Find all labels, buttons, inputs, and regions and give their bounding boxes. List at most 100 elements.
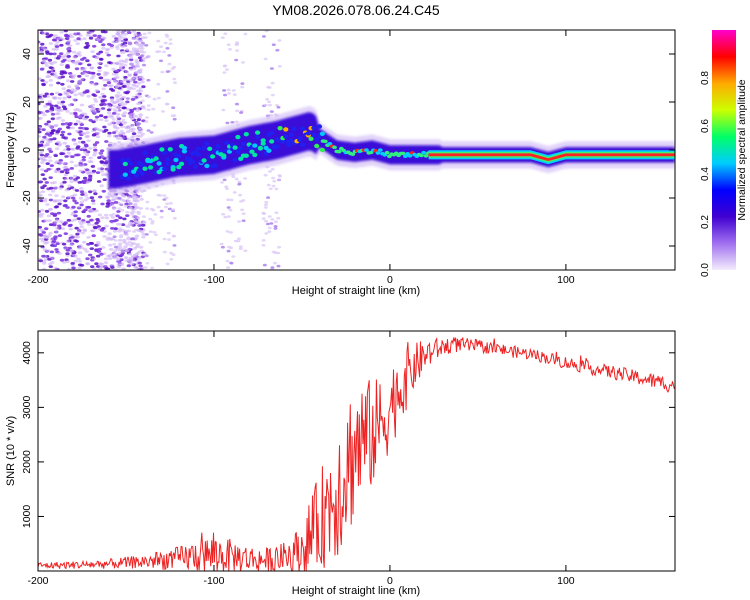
- noise-speck: [68, 72, 73, 75]
- noise-speck: [122, 111, 128, 115]
- noise-speck: [52, 244, 57, 248]
- ridge-blob: [311, 132, 317, 138]
- noise-speck: [273, 261, 277, 265]
- noise-speck: [59, 70, 65, 73]
- noise-speck: [116, 121, 120, 124]
- ridge-blob: [269, 130, 275, 136]
- noise-speck: [61, 105, 67, 109]
- noise-speck: [130, 138, 135, 142]
- noise-speck: [150, 220, 155, 223]
- noise-speck: [91, 223, 96, 227]
- noise-speck: [53, 186, 59, 189]
- noise-speck: [73, 210, 78, 214]
- noise-speck: [141, 235, 146, 239]
- noise-speck: [77, 251, 83, 255]
- noise-speck: [120, 39, 125, 43]
- noise-speck: [104, 167, 109, 171]
- noise-speck: [42, 177, 47, 181]
- noise-speck: [51, 129, 56, 132]
- ridge-blob: [176, 164, 182, 170]
- ridge-blob: [327, 142, 333, 146]
- noise-speck: [69, 234, 74, 237]
- noise-speck: [83, 143, 89, 147]
- ridge-blob: [252, 152, 258, 158]
- ridge-blob: [162, 150, 168, 156]
- noise-speck: [125, 210, 130, 214]
- noise-speck: [74, 189, 80, 192]
- noise-speck: [89, 108, 95, 112]
- noise-speck: [225, 68, 229, 71]
- snr-series-line: [38, 336, 675, 571]
- noise-speck: [110, 237, 115, 241]
- noise-speck: [48, 262, 53, 266]
- noise-speck: [271, 176, 276, 180]
- noise-speck: [236, 237, 241, 240]
- noise-speck: [51, 48, 56, 51]
- noise-speck: [153, 213, 158, 216]
- noise-speck: [269, 222, 274, 225]
- noise-speck: [103, 261, 109, 264]
- noise-speck: [243, 32, 248, 36]
- colorbar-label: Normalized spectral amplitude: [736, 79, 748, 220]
- noise-speck: [54, 218, 59, 222]
- noise-speck: [138, 39, 143, 42]
- noise-speck: [118, 94, 123, 97]
- noise-speck: [110, 100, 115, 103]
- noise-speck: [96, 180, 102, 183]
- noise-speck: [220, 181, 224, 184]
- noise-speck: [86, 94, 91, 98]
- noise-speck: [55, 160, 60, 164]
- ridge-blob: [139, 162, 145, 168]
- ridge-blob: [212, 163, 218, 168]
- noise-speck: [146, 95, 151, 99]
- noise-speck: [134, 47, 139, 51]
- noise-speck: [237, 220, 242, 223]
- noise-speck: [83, 208, 88, 212]
- noise-speck: [266, 196, 271, 199]
- noise-speck: [115, 69, 120, 73]
- noise-speck: [156, 205, 161, 209]
- noise-speck: [49, 92, 55, 96]
- noise-speck: [53, 266, 58, 270]
- noise-speck: [65, 171, 70, 175]
- noise-speck: [84, 127, 89, 131]
- noise-speck: [63, 232, 68, 236]
- noise-speck: [163, 205, 168, 209]
- noise-speck: [93, 98, 98, 101]
- noise-speck: [89, 30, 94, 33]
- noise-speck: [99, 103, 104, 107]
- noise-speck: [72, 193, 78, 197]
- noise-speck: [50, 189, 56, 193]
- noise-speck: [122, 199, 127, 203]
- noise-speck: [85, 205, 90, 209]
- ridge-blob: [210, 154, 216, 159]
- noise-speck: [150, 222, 155, 225]
- noise-speck: [63, 173, 69, 177]
- noise-speck: [110, 266, 115, 269]
- noise-speck: [57, 234, 63, 238]
- noise-speck: [131, 49, 136, 52]
- noise-speck: [120, 193, 125, 197]
- noise-speck: [122, 122, 127, 125]
- noise-speck: [76, 153, 81, 157]
- spectrogram-y-label: Frequency (Hz): [5, 112, 17, 188]
- noise-speck: [65, 252, 70, 256]
- noise-speck: [115, 61, 120, 64]
- snr-ytick-label: 2000: [21, 450, 33, 474]
- noise-speck: [97, 156, 102, 160]
- noise-speck: [85, 220, 91, 224]
- noise-speck: [141, 223, 146, 227]
- noise-speck: [60, 227, 66, 231]
- noise-speck: [141, 232, 146, 236]
- noise-speck: [72, 32, 78, 36]
- noise-speck: [270, 81, 275, 85]
- noise-speck: [54, 194, 59, 198]
- noise-speck: [264, 200, 269, 204]
- noise-speck: [119, 234, 124, 237]
- noise-speck: [92, 143, 98, 147]
- noise-speck: [128, 50, 133, 54]
- noise-speck: [78, 34, 83, 37]
- noise-speck: [116, 265, 122, 269]
- noise-speck: [110, 216, 116, 219]
- noise-speck: [77, 137, 83, 140]
